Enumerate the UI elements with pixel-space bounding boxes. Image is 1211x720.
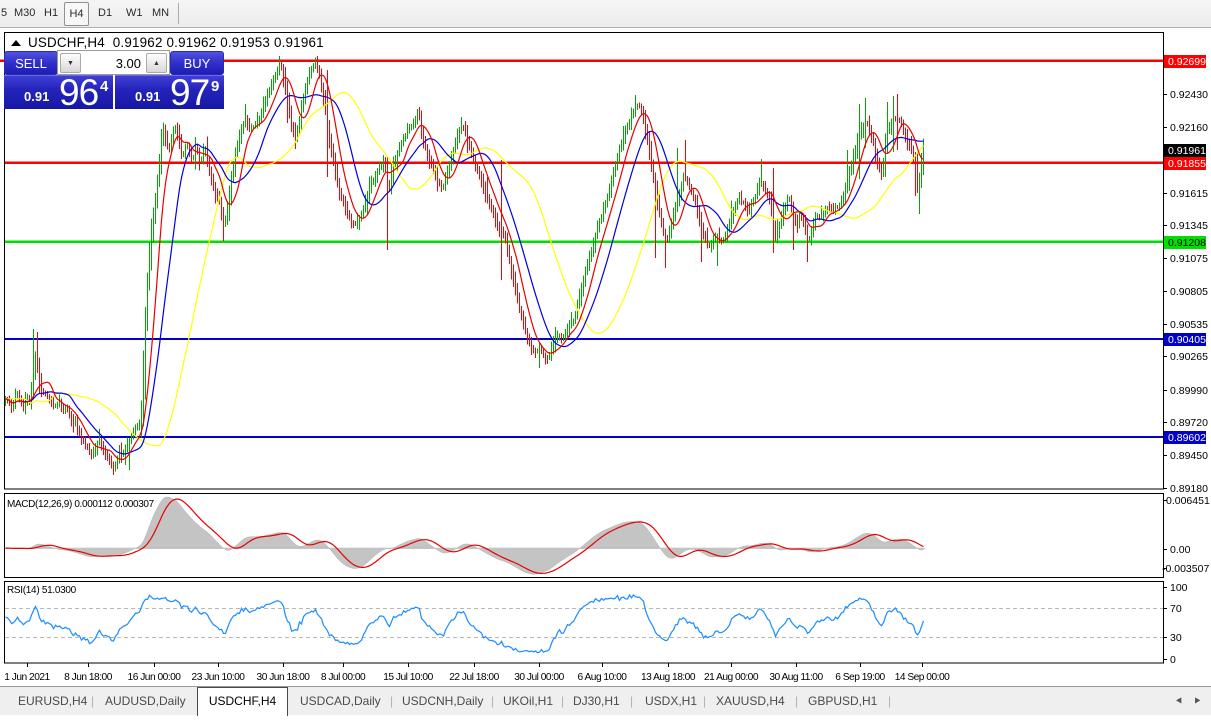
- svg-text:30: 30: [1170, 632, 1182, 644]
- svg-text:0.92430: 0.92430: [1170, 89, 1208, 101]
- svg-text:1 Jun 2021: 1 Jun 2021: [4, 672, 50, 683]
- svg-text:USDCHF,H4 0.91962 0.91962 0.9: USDCHF,H4 0.91962 0.91962 0.91953 0.9196…: [28, 35, 324, 50]
- svg-text:0.89450: 0.89450: [1170, 450, 1208, 462]
- svg-text:0.90405: 0.90405: [1168, 334, 1206, 346]
- svg-text:0.00: 0.00: [1170, 544, 1191, 556]
- svg-text:0.91208: 0.91208: [1168, 237, 1206, 249]
- svg-text:0.91075: 0.91075: [1170, 253, 1208, 265]
- svg-text:0.006451: 0.006451: [1166, 495, 1210, 507]
- svg-text:30 Jun 18:00: 30 Jun 18:00: [257, 672, 311, 683]
- svg-text:8 Jul 00:00: 8 Jul 00:00: [321, 672, 366, 683]
- svg-text:MACD(12,26,9) 0.000112 0.00030: MACD(12,26,9) 0.000112 0.000307: [7, 499, 155, 510]
- svg-text:13 Aug 18:00: 13 Aug 18:00: [641, 672, 696, 683]
- svg-text:100: 100: [1170, 582, 1188, 594]
- svg-text:6 Aug 10:00: 6 Aug 10:00: [578, 672, 628, 683]
- svg-text:14 Sep 00:00: 14 Sep 00:00: [895, 672, 950, 683]
- svg-text:0.89602: 0.89602: [1168, 432, 1206, 444]
- svg-text:30 Jul 00:00: 30 Jul 00:00: [514, 672, 564, 683]
- svg-text:0.91961: 0.91961: [1168, 145, 1206, 157]
- svg-text:0: 0: [1170, 654, 1176, 666]
- svg-text:21 Aug 00:00: 21 Aug 00:00: [704, 672, 759, 683]
- svg-text:0.89720: 0.89720: [1170, 417, 1208, 429]
- svg-text:RSI(14) 51.0300: RSI(14) 51.0300: [7, 585, 77, 596]
- svg-text:0.90535: 0.90535: [1170, 319, 1208, 331]
- svg-text:15 Jul 10:00: 15 Jul 10:00: [383, 672, 433, 683]
- svg-text:0.91345: 0.91345: [1170, 220, 1208, 232]
- svg-text:-0.003507: -0.003507: [1162, 563, 1209, 575]
- svg-text:0.90805: 0.90805: [1170, 286, 1208, 298]
- svg-text:16 Jun 00:00: 16 Jun 00:00: [128, 672, 182, 683]
- svg-text:8 Jun 18:00: 8 Jun 18:00: [64, 672, 113, 683]
- svg-text:0.91855: 0.91855: [1168, 158, 1206, 170]
- svg-text:0.92160: 0.92160: [1170, 122, 1208, 134]
- svg-text:0.89990: 0.89990: [1170, 385, 1208, 397]
- svg-text:0.91615: 0.91615: [1170, 188, 1208, 200]
- svg-text:0.92699: 0.92699: [1168, 56, 1206, 68]
- svg-text:23 Jun 10:00: 23 Jun 10:00: [192, 672, 246, 683]
- svg-text:0.90265: 0.90265: [1170, 351, 1208, 363]
- svg-text:6 Sep 19:00: 6 Sep 19:00: [835, 672, 885, 683]
- svg-text:70: 70: [1170, 603, 1182, 615]
- svg-text:22 Jul 18:00: 22 Jul 18:00: [449, 672, 499, 683]
- svg-text:30 Aug 11:00: 30 Aug 11:00: [769, 672, 823, 683]
- svg-text:0.89180: 0.89180: [1170, 483, 1208, 495]
